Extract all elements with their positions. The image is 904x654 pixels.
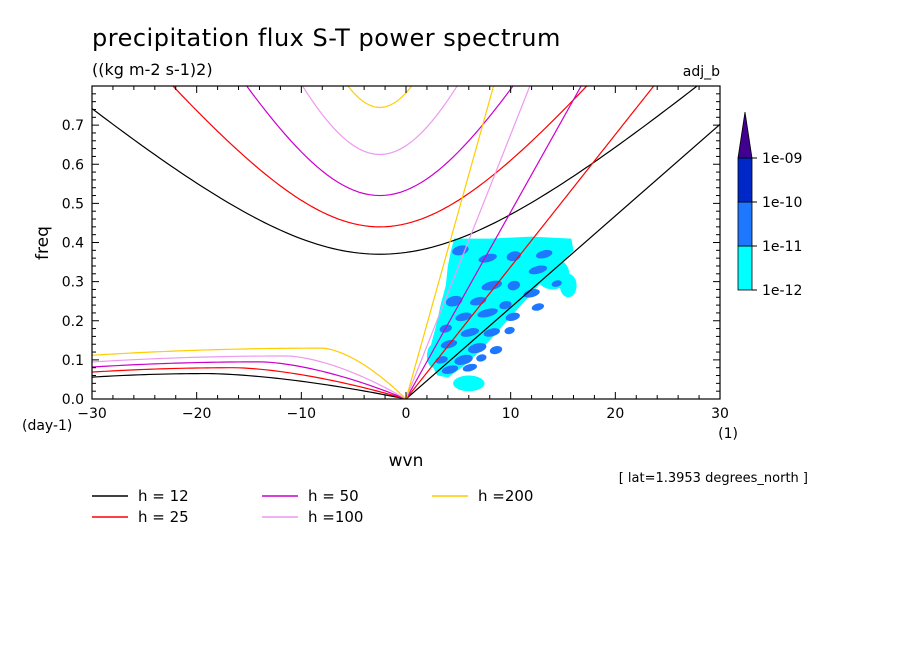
contour-level-1e-12 bbox=[559, 273, 577, 298]
x-tick-label: 30 bbox=[711, 406, 729, 422]
y-tick-label: 0.2 bbox=[62, 314, 84, 330]
colorbar-level-label: 1e-12 bbox=[762, 283, 802, 299]
x-axis-units: (1) bbox=[718, 426, 738, 442]
rossby-wave-curve-h12 bbox=[92, 372, 407, 399]
kelvin-wave-line-h50 bbox=[405, 86, 582, 399]
x-tick-label: 10 bbox=[502, 406, 520, 422]
contour-level-1e-11 bbox=[505, 312, 520, 322]
chart-title: precipitation flux S-T power spectrum bbox=[92, 24, 561, 52]
chart-units: ((kg m-2 s-1)2) bbox=[92, 60, 213, 79]
dispersion-curves-layer bbox=[92, 86, 720, 399]
inertia-gravity-curve-h12 bbox=[92, 86, 699, 255]
inertia-gravity-curve-h50 bbox=[245, 86, 514, 197]
contour-level-1e-11 bbox=[476, 354, 487, 362]
y-axis-units: (day-1) bbox=[22, 418, 72, 434]
contour-level-1e-11 bbox=[499, 301, 512, 310]
contour-level-1e-12 bbox=[487, 258, 513, 282]
plot-area bbox=[92, 86, 720, 399]
axis-ticks: −30 −20 −10 0 10 20 30 0.0 0.1 0.2 0.3 0.4 0.5 0.6 0.7 bbox=[62, 86, 729, 422]
contour-level-1e-11 bbox=[531, 303, 545, 311]
contour-level-1e-12 bbox=[453, 375, 485, 392]
rossby-wave-curve-h100 bbox=[92, 355, 407, 399]
x-tick-label: 20 bbox=[606, 406, 624, 422]
rossby-wave-curve-h200 bbox=[92, 347, 407, 399]
contour-fill-layer bbox=[426, 236, 577, 392]
contour-level-1e-11 bbox=[483, 328, 501, 337]
contour-level-1e-11 bbox=[551, 280, 562, 287]
latitude-footnote: [ lat=1.3953 degrees_north ] bbox=[619, 471, 808, 486]
inertia-gravity-curve-h25 bbox=[172, 86, 588, 228]
contour-level-1e-11 bbox=[504, 326, 515, 335]
contour-level-1e-11 bbox=[528, 265, 548, 275]
contour-level-1e-11 bbox=[460, 328, 480, 337]
legend-label-h25: h = 25 bbox=[138, 508, 189, 526]
contour-level-1e-11 bbox=[455, 312, 472, 322]
contour-level-1e-11 bbox=[445, 295, 463, 307]
y-tick-label: 0.1 bbox=[62, 353, 84, 369]
legend: h = 12 h = 25 h = 50 h =100 h =200 bbox=[92, 487, 533, 526]
colorbar-segment bbox=[737, 245, 753, 291]
legend-label-h12: h = 12 bbox=[138, 487, 189, 505]
y-tick-label: 0.0 bbox=[62, 392, 84, 408]
y-tick-label: 0.3 bbox=[62, 275, 84, 291]
contour-level-1e-11 bbox=[467, 343, 487, 354]
y-tick-label: 0.6 bbox=[62, 157, 84, 173]
legend-label-h50: h = 50 bbox=[308, 487, 359, 505]
colorbar-overflow-triangle bbox=[737, 111, 753, 159]
y-tick-label: 0.7 bbox=[62, 118, 84, 134]
colorbar-segment bbox=[737, 157, 753, 203]
kelvin-wave-line-h200 bbox=[405, 86, 495, 399]
y-tick-label: 0.5 bbox=[62, 196, 84, 212]
contour-level-1e-11 bbox=[481, 280, 503, 291]
y-tick-label: 0.4 bbox=[62, 236, 84, 252]
x-axis-label: wvn bbox=[389, 451, 424, 471]
rossby-wave-curve-h25 bbox=[92, 367, 407, 399]
contour-level-1e-11 bbox=[477, 308, 498, 318]
legend-label-h100: h =100 bbox=[308, 508, 363, 526]
colorbar-level-label: 1e-09 bbox=[762, 151, 802, 167]
colorbar-segment bbox=[737, 201, 753, 247]
contour-level-1e-11 bbox=[535, 249, 553, 259]
contour-level-1e-11 bbox=[452, 245, 469, 256]
kelvin-wave-line-h25 bbox=[405, 86, 655, 399]
x-tick-label: −30 bbox=[77, 406, 107, 422]
y-axis-label: freq bbox=[33, 226, 53, 260]
inertia-gravity-curve-h100 bbox=[301, 86, 458, 156]
colorbar-level-label: 1e-10 bbox=[762, 195, 802, 211]
rossby-wave-curve-h50 bbox=[92, 361, 407, 399]
colorbar-level-label: 1e-11 bbox=[762, 239, 802, 255]
plot-frame bbox=[91, 85, 721, 400]
kelvin-wave-line-h100 bbox=[405, 86, 531, 399]
contour-level-1e-11 bbox=[523, 289, 540, 298]
contour-level-1e-11 bbox=[441, 365, 459, 374]
x-tick-label: 0 bbox=[402, 406, 411, 422]
x-tick-label: −10 bbox=[287, 406, 317, 422]
x-tick-label: −20 bbox=[182, 406, 212, 422]
contour-level-1e-11 bbox=[489, 346, 503, 355]
colorbar: 1e-12 1e-11 1e-10 1e-09 bbox=[737, 111, 802, 299]
contour-level-1e-11 bbox=[462, 363, 478, 372]
kelvin-wave-line-h12 bbox=[405, 123, 720, 399]
legend-label-h200: h =200 bbox=[478, 487, 533, 505]
contour-level-1e-11 bbox=[454, 354, 473, 365]
dataset-label: adj_b bbox=[683, 64, 720, 80]
contour-level-1e-11 bbox=[507, 280, 521, 291]
